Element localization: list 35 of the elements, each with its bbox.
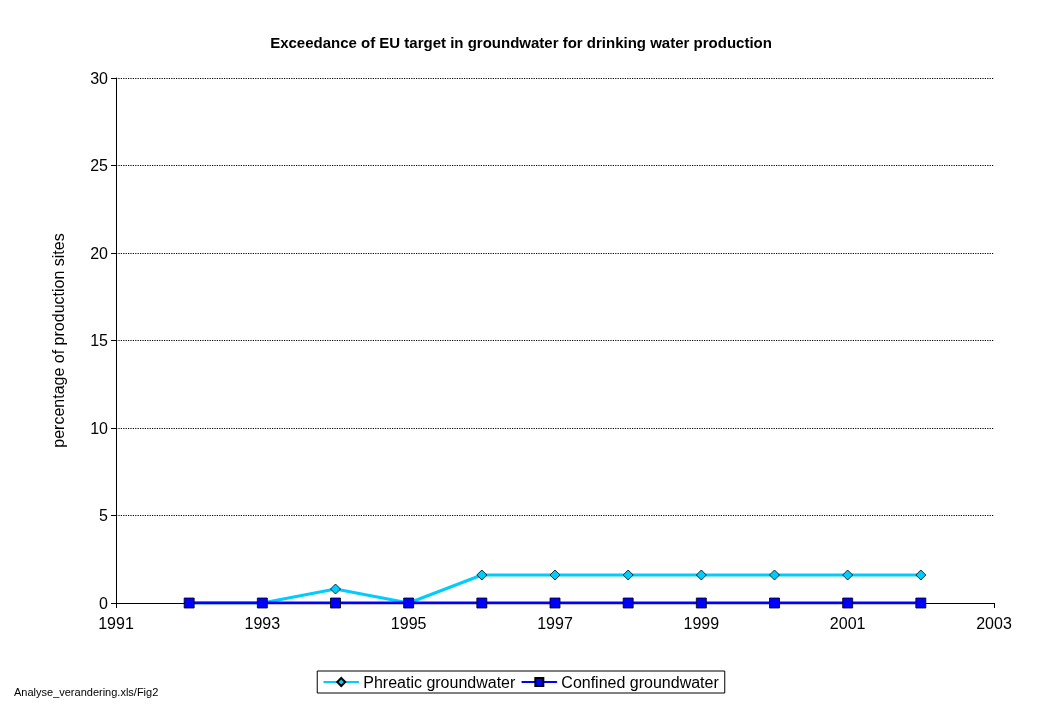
y-tick-label: 5 [99,507,109,524]
point [476,569,488,581]
point [769,569,780,581]
x-tick-label: 1993 [244,614,281,632]
text: Analyse_verandering.xls/Fig2 [14,685,159,698]
y-tick-label: 0 [99,594,109,612]
point [330,597,341,609]
x-tick-label: 1997 [537,614,573,632]
point [622,597,634,609]
point [549,569,561,581]
y-tick-label: 30 [90,69,109,87]
x-tick-label: 2001 [829,614,866,632]
point [842,597,854,609]
x-tick-label: 1995 [390,614,427,632]
y-tick-label: 10 [90,419,109,437]
y-tick-label: 15 [90,332,109,349]
point [622,569,634,581]
y-tick-label: 20 [90,244,109,262]
legend-label: Phreatic groundwater [363,673,516,691]
point [330,583,341,595]
point [476,597,488,609]
legend-label: Confined groundwater [561,673,720,691]
point [695,597,707,609]
y-tick-label: 25 [90,157,109,174]
point [915,597,927,609]
chart-title: Exceedance of EU target in groundwater for drinking water production [270,34,772,51]
x-tick-label: 1999 [683,614,720,632]
point [842,569,854,581]
point [549,597,561,609]
x-tick-label: 1991 [98,614,134,632]
point [695,569,707,581]
point [769,597,780,609]
x-tick-label: 2003 [976,614,1012,632]
point [915,569,927,581]
y-axis-title: percentage of production sites [49,233,67,448]
